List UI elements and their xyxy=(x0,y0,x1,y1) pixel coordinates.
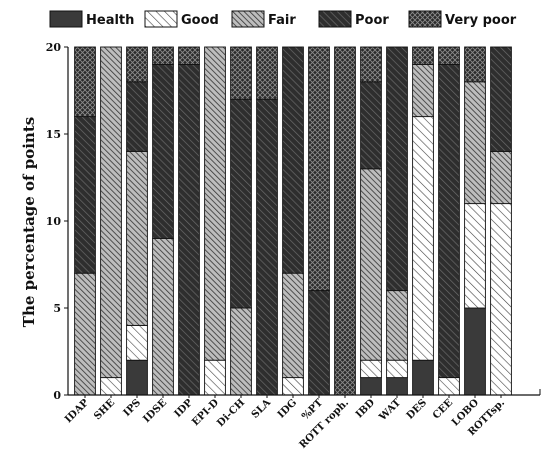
bar-segment-very-poor xyxy=(126,46,148,83)
bar-segment-health xyxy=(360,377,382,396)
x-tick-label: IDG xyxy=(276,397,299,420)
x-tick-label: SLA xyxy=(250,397,274,421)
bar-segment-very-poor xyxy=(74,46,96,118)
legend-label: Poor xyxy=(355,13,389,28)
legend-swatch xyxy=(318,10,352,28)
x-tick-label: IBD xyxy=(354,397,377,420)
x-tick-label: IDAP xyxy=(63,397,91,425)
bar-segment-health xyxy=(126,359,148,396)
bar-segment-fair xyxy=(230,307,252,396)
bar-segment-good xyxy=(386,359,408,379)
bar-segment-very-poor xyxy=(334,46,356,396)
bar-segment-very-poor xyxy=(230,46,252,100)
legend-swatch xyxy=(231,10,265,28)
bar-segment-poor xyxy=(386,46,408,292)
bar-segment-poor xyxy=(74,116,96,274)
x-tick-label: DES xyxy=(405,397,429,421)
bar-segment-good xyxy=(490,203,512,396)
x-tick-label: IDP xyxy=(173,397,196,420)
legend-label: Fair xyxy=(268,13,296,28)
legend-swatch xyxy=(144,10,178,28)
bar-segment-very-poor xyxy=(256,46,278,100)
bar-segment-good xyxy=(126,324,148,361)
y-tick-label: 15 xyxy=(46,128,61,141)
bar-segment-fair xyxy=(490,150,512,205)
bar-segment-fair xyxy=(464,81,486,205)
bar-segment-good xyxy=(282,377,304,396)
bar-segment-fair xyxy=(412,63,434,118)
bar-segment-fair xyxy=(152,237,174,396)
bar-segment-very-poor xyxy=(438,46,460,65)
bar-segment-good xyxy=(438,377,460,396)
bar-segment-very-poor xyxy=(464,46,486,83)
y-tick-label: 10 xyxy=(46,215,62,228)
bar-segment-poor xyxy=(308,290,330,396)
bar-segment-good xyxy=(204,359,226,396)
legend-swatch xyxy=(408,10,442,28)
bar-segment-very-poor xyxy=(360,46,382,83)
bar-segment-poor xyxy=(490,46,512,152)
bar-segment-good xyxy=(412,116,434,361)
x-tick-label: SHE xyxy=(92,397,117,422)
x-tick-label: Di-CH xyxy=(215,397,247,429)
legend: Health Good Fair Poor Very poor xyxy=(49,10,517,28)
legend-label: Good xyxy=(181,13,219,28)
y-axis: 0 5 10 15 20 xyxy=(46,41,69,402)
y-tick-label: 5 xyxy=(53,302,61,315)
bar-segment-very-poor xyxy=(308,46,330,292)
legend-label: Very poor xyxy=(445,13,517,28)
bars xyxy=(74,46,512,396)
y-tick-label: 0 xyxy=(53,389,61,402)
bar-segment-poor xyxy=(178,63,200,396)
bar-segment-good xyxy=(464,203,486,309)
bar-segment-very-poor xyxy=(412,46,434,65)
x-tick-label: IDSE xyxy=(141,397,169,425)
bar-segment-poor xyxy=(230,98,252,309)
bar-segment-poor xyxy=(438,63,460,379)
x-tick-label: WAT xyxy=(377,397,404,424)
legend-label: Health xyxy=(86,13,134,28)
bar-segment-good xyxy=(360,359,382,379)
bar-segment-poor xyxy=(152,63,174,239)
bar-segment-fair xyxy=(386,290,408,361)
bar-segment-fair xyxy=(100,46,122,379)
x-tick-label: IPS xyxy=(122,397,144,419)
y-tick-label: 20 xyxy=(46,41,62,54)
bar-segment-good xyxy=(100,377,122,396)
bar-segment-poor xyxy=(360,81,382,170)
bar-segment-very-poor xyxy=(152,46,174,65)
bar-segment-poor xyxy=(126,81,148,152)
bar-segment-fair xyxy=(74,272,96,396)
bar-segment-very-poor xyxy=(178,46,200,65)
bar-segment-health xyxy=(464,307,486,396)
legend-swatch xyxy=(49,10,83,28)
bar-segment-poor xyxy=(282,46,304,274)
y-axis-label: The percentage of points xyxy=(20,117,38,327)
bar-segment-fair xyxy=(360,168,382,361)
bar-segment-poor xyxy=(256,98,278,396)
bar-segment-fair xyxy=(282,272,304,379)
bar-segment-health xyxy=(412,359,434,396)
bar-segment-health xyxy=(386,377,408,396)
bar-segment-fair xyxy=(204,46,226,361)
bar-segment-fair xyxy=(126,150,148,326)
